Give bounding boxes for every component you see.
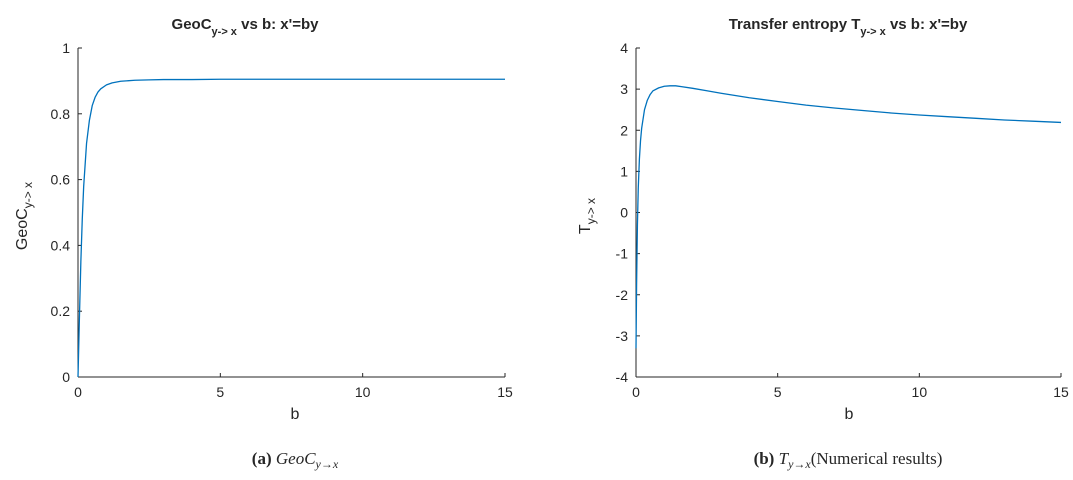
chart-a-title: GeoCy-> x vs b: x'=by (172, 16, 320, 38)
chart-a: GeoCy-> x vs b: x'=by b GeoCy-> x 0 5 10 15… (14, 16, 513, 471)
chart-b-y-tick-label: 4 (620, 40, 628, 56)
chart-a-x-tick-label: 15 (497, 384, 513, 400)
chart-b-y-tick-label: 1 (620, 163, 628, 179)
chart-b-y-tick-label: -2 (616, 287, 629, 303)
chart-a-plot-area (77, 78, 505, 378)
chart-b-x-axis-label: b (845, 406, 854, 423)
chart-a-y-tick-label: 0 (62, 369, 70, 385)
chart-b-title: Transfer entropy Ty-> x vs b: x'=by (729, 16, 968, 38)
chart-b-y-tick-label: -1 (616, 246, 629, 262)
chart-b-y-tick-label: 2 (620, 122, 628, 138)
chart-a-y-tick-label: 1 (62, 40, 70, 56)
chart-a-x-tick-label: 0 (74, 384, 82, 400)
chart-b-x-tick-label: 15 (1053, 384, 1069, 400)
chart-a-x-tick-label: 5 (216, 384, 224, 400)
chart-b-y-axis-label: Ty-> x (577, 198, 598, 234)
chart-b-series-line (635, 85, 1062, 349)
chart-b-y-tick-label: 3 (620, 81, 628, 97)
chart-a-caption: (a) GeoCy→x (252, 449, 339, 471)
chart-a-y-tick-label: 0.8 (51, 106, 71, 122)
chart-b: Transfer entropy Ty-> x vs b: x'=by b Ty… (577, 16, 1069, 471)
chart-b-caption: (b) Ty→x(Numerical results) (754, 449, 943, 471)
chart-a-x-tick-label: 10 (355, 384, 371, 400)
chart-b-plot-area (635, 85, 1062, 349)
chart-a-series-line (77, 78, 505, 378)
chart-b-y-tick-label: 0 (620, 205, 628, 221)
chart-b-x-tick-label: 10 (912, 384, 928, 400)
chart-b-y-tick-label: -3 (616, 328, 629, 344)
chart-b-x-tick-label: 5 (774, 384, 782, 400)
chart-a-y-tick-label: 0.2 (51, 303, 71, 319)
chart-a-y-tick-label: 0.6 (51, 172, 71, 188)
chart-b-y-tick-label: -4 (616, 369, 629, 385)
chart-a-y-tick-label: 0.4 (51, 237, 71, 253)
chart-b-x-tick-label: 0 (632, 384, 640, 400)
chart-a-ticks: 0 5 10 15 0 0.2 0.4 0.6 0.8 1 (51, 40, 513, 400)
chart-b-ticks: 0 5 10 15 -4 -3 -2 -1 0 1 2 3 4 (616, 40, 1069, 400)
chart-a-x-axis-label: b (291, 406, 300, 423)
chart-a-axes (77, 48, 505, 378)
chart-a-y-axis-label: GeoCy-> x (14, 182, 35, 250)
